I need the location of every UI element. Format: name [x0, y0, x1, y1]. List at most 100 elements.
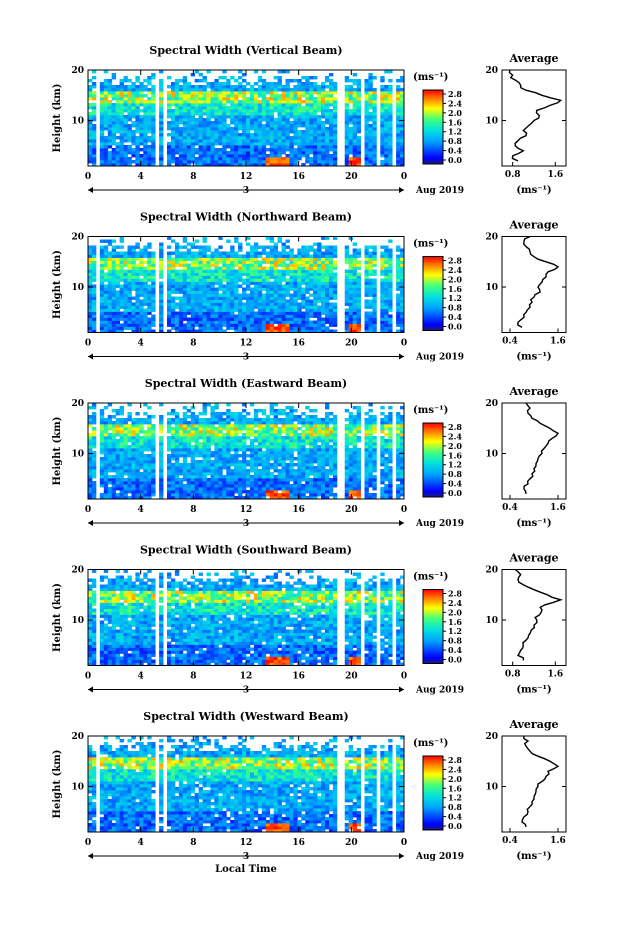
heatmap-cell	[257, 305, 263, 309]
heatmap-cell	[297, 293, 302, 297]
heatmap-cell	[285, 323, 290, 327]
heatmap-cell	[246, 127, 251, 131]
heatmap-cell	[242, 163, 247, 167]
heatmap-cell	[289, 299, 294, 303]
heatmap-cell	[182, 433, 188, 437]
heatmap-cell	[297, 302, 302, 306]
heatmap-cell	[234, 263, 239, 267]
heatmap-cell	[364, 278, 369, 282]
heatmap-cell	[285, 311, 290, 315]
heatmap-cell	[214, 421, 219, 425]
heatmap-cell	[372, 269, 377, 273]
heatmap-cell	[115, 127, 120, 131]
heatmap-cell	[273, 326, 278, 330]
heatmap-cell	[111, 272, 117, 276]
heatmap-cell	[135, 329, 140, 333]
heatmap-cell	[277, 118, 282, 122]
heatmap-cell	[143, 311, 148, 315]
heatmap-cell	[194, 91, 199, 95]
heatmap-cell	[281, 100, 286, 104]
heatmap-cell	[170, 160, 176, 164]
heatmap-cell	[91, 139, 97, 143]
heatmap-cell	[159, 466, 164, 470]
heatmap-cell	[198, 112, 203, 116]
heatmap-cell	[238, 133, 243, 137]
heatmap-cell	[178, 260, 184, 264]
heatmap-cell	[210, 251, 215, 255]
heatmap-cell	[99, 251, 105, 255]
heatmap-cell	[127, 79, 132, 83]
heatmap-cell	[174, 475, 180, 479]
heatmap-cell	[159, 478, 164, 482]
heatmap-cell	[210, 439, 215, 443]
heatmap-cell	[115, 424, 120, 428]
heatmap-cell	[119, 314, 124, 318]
heatmap-cell	[368, 284, 373, 288]
heatmap-cell	[246, 145, 251, 149]
heatmap-cell	[214, 487, 219, 491]
heatmap-cell	[115, 160, 120, 164]
heatmap-cell	[210, 475, 215, 479]
heatmap-cell	[131, 421, 136, 425]
heatmap-cell	[388, 287, 393, 291]
heatmap-cell	[289, 145, 294, 149]
heatmap-cell	[194, 79, 199, 83]
heatmap-cell	[305, 296, 310, 300]
heatmap-cell	[111, 329, 117, 333]
heatmap-cell	[277, 130, 282, 134]
heatmap-cell	[230, 439, 235, 443]
heatmap-cell	[332, 136, 338, 140]
heatmap-cell	[119, 260, 124, 264]
heatmap-cell	[246, 151, 251, 155]
heatmap-cell	[139, 115, 144, 119]
heatmap-cell	[178, 142, 184, 146]
profile-y-tick-label: 20	[485, 66, 498, 76]
heatmap-cell	[170, 130, 176, 134]
heatmap-cell	[139, 484, 144, 488]
heatmap-cell	[202, 121, 207, 125]
heatmap-cell	[123, 314, 128, 318]
heatmap-cell	[123, 430, 128, 434]
heatmap-cell	[328, 290, 334, 294]
heatmap-cell	[332, 314, 338, 318]
heatmap-cell	[325, 284, 330, 288]
heatmap-cell	[88, 130, 93, 134]
heatmap-cell	[147, 424, 152, 428]
heatmap-cell	[234, 148, 239, 152]
heatmap-cell	[380, 305, 385, 309]
heatmap-cell	[289, 94, 294, 98]
heatmap-cell	[348, 118, 354, 122]
heatmap-cell	[226, 151, 231, 155]
heatmap-cell	[218, 320, 223, 324]
heatmap-cell	[368, 88, 373, 92]
heatmap-cell	[356, 281, 361, 285]
heatmap-cell	[147, 436, 152, 440]
heatmap-cell	[159, 145, 164, 149]
heatmap-cell	[91, 284, 97, 288]
heatmap-cell	[139, 293, 144, 297]
heatmap-cell	[151, 469, 156, 473]
heatmap-cell	[368, 139, 373, 143]
heatmap-cell	[238, 76, 243, 80]
heatmap-cell	[242, 311, 247, 315]
heatmap-cell	[356, 109, 361, 113]
heatmap-cell	[400, 139, 405, 143]
heatmap-cell	[119, 88, 124, 92]
heatmap-cell	[174, 439, 180, 443]
heatmap-cell	[396, 308, 401, 312]
heatmap-cell	[238, 317, 243, 321]
heatmap-cell	[147, 418, 152, 422]
heatmap-cell	[269, 145, 275, 149]
heatmap-cell	[238, 260, 243, 264]
heatmap-cell	[238, 106, 243, 110]
heatmap-cell	[170, 154, 176, 158]
heatmap-cell	[119, 454, 124, 458]
heatmap-cell	[139, 299, 144, 303]
heatmap-cell	[230, 278, 235, 282]
heatmap-cell	[206, 151, 211, 155]
heatmap-cell	[321, 236, 326, 240]
heatmap-cell	[139, 427, 144, 431]
heatmap-cell	[123, 311, 128, 315]
heatmap-cell	[167, 484, 172, 488]
heatmap-cell	[88, 421, 93, 425]
